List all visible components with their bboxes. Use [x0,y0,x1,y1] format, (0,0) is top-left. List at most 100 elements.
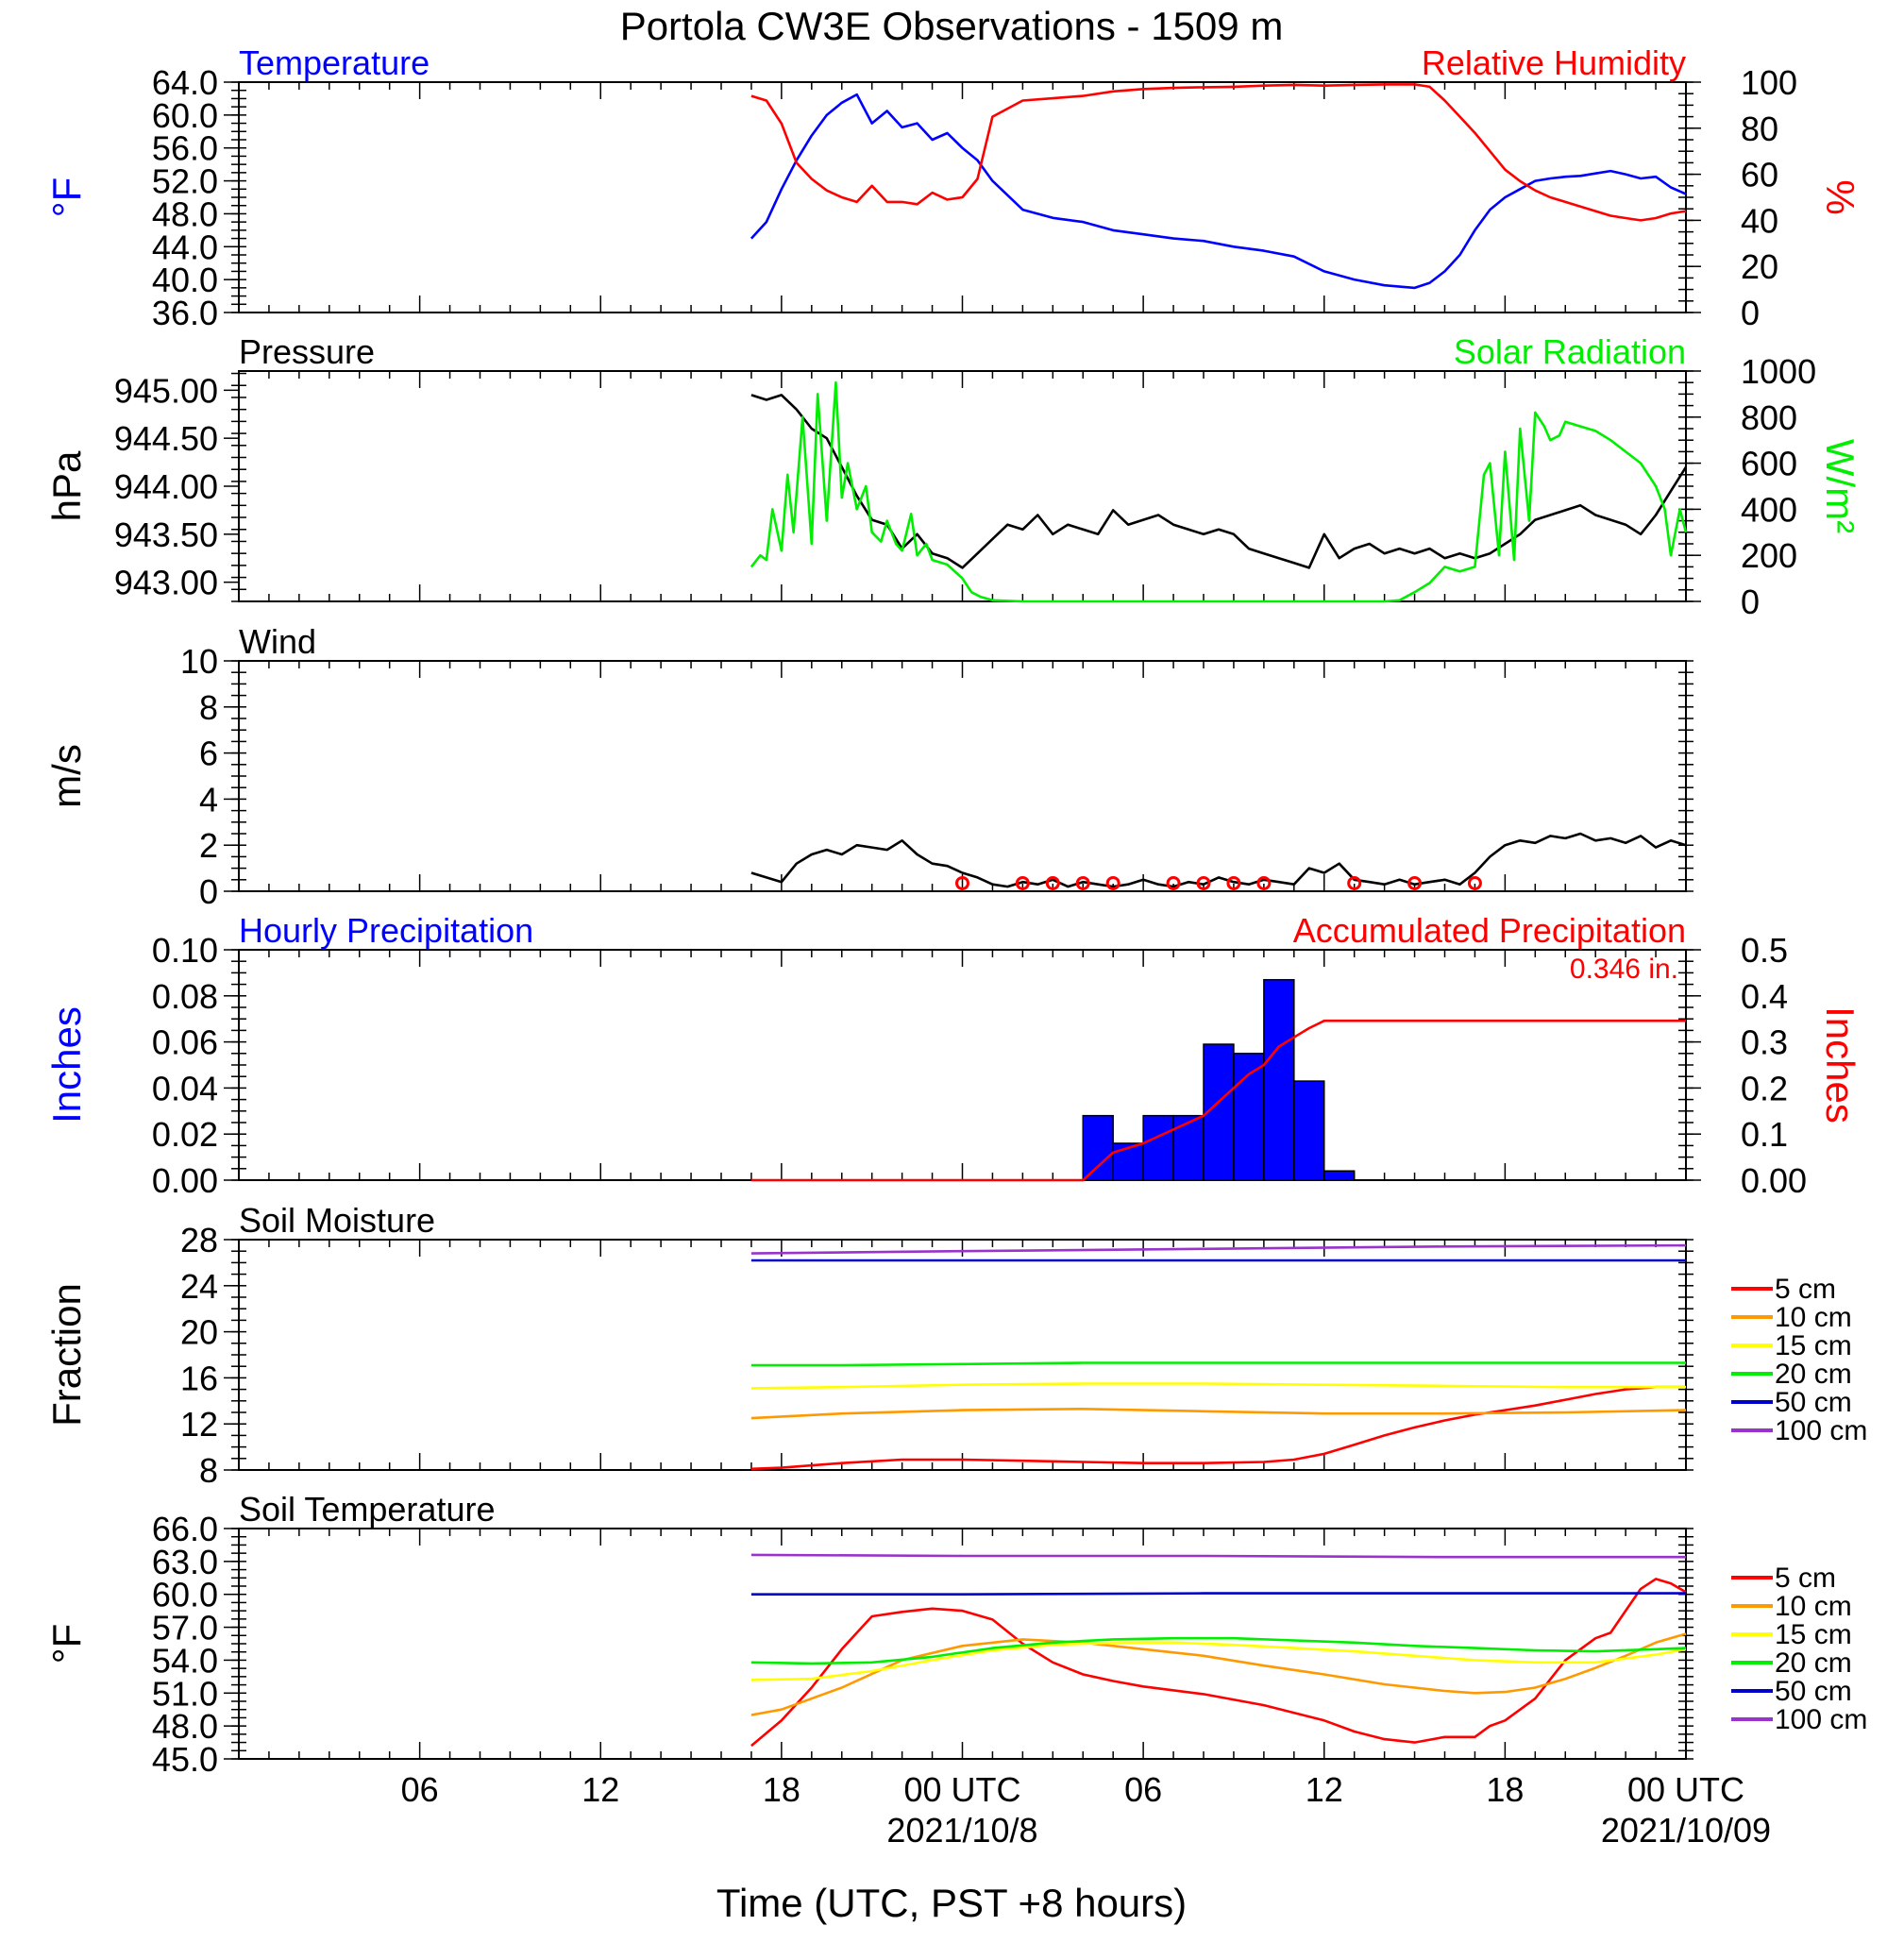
panel-right-label: Accumulated Precipitation [1293,911,1686,950]
y-tick-label: 0.02 [152,1115,218,1154]
y-tick-label: 48.0 [152,194,218,233]
y-tick-label: 60.0 [152,96,218,135]
y-tick-label: 48.0 [152,1707,218,1746]
series-line-15-cm [750,1382,1686,1390]
series-line-10-cm [750,1632,1687,1716]
x-tick-date-label: 2021/10/8 [886,1811,1037,1850]
series-line-5-cm [750,1385,1686,1471]
panel-frame [238,1239,1687,1471]
panel-temperature-rh: 36.040.044.048.052.056.060.064.0 0 20 40 60 8… [44,43,1862,332]
x-tick-label: 18 [1486,1770,1524,1809]
panel-frame [238,949,1687,1181]
panel-precipitation: 0.00 0.02 0.04 0.06 0.08 0.10 0.00 0.1 0.2 0.3 0.4… [44,911,1862,1200]
x-tick-label: 06 [1124,1770,1162,1809]
y-right-tick-label: 0 [1741,583,1760,621]
legend-label: 15 cm [1775,1330,1852,1361]
y-right-axis-unit: % [1818,179,1862,214]
y-right-tick-label: 60 [1741,156,1778,194]
y-tick-label: 0.10 [152,931,218,970]
y-right-axis-unit: Inches [1818,1006,1862,1124]
precip-bar [1323,1170,1356,1181]
series-line-5-cm [750,1578,1687,1748]
precip-bar [1082,1114,1114,1181]
panel-right-label: Relative Humidity [1422,43,1686,82]
y-right-tick-label: 1000 [1741,352,1816,391]
series-line-50-cm [750,1592,1686,1596]
y-tick-label: 63.0 [152,1543,218,1581]
y-tick-label: 0 [199,872,218,911]
legend-label: 20 cm [1775,1359,1852,1390]
y-tick-label: 2 [199,826,218,865]
calm-wind-marker [1347,875,1362,890]
calm-wind-marker [1467,875,1482,890]
calm-wind-marker [1407,875,1423,890]
x-tick-label: 00 UTC [1627,1770,1744,1809]
y-right-tick-label: 0.1 [1741,1115,1788,1154]
y-tick-label: 16 [180,1359,218,1397]
legend-label: 50 cm [1775,1676,1852,1707]
x-tick-label: 12 [1306,1770,1343,1809]
y-tick-label: 943.00 [114,564,218,602]
y-tick-label: 40.0 [152,261,218,299]
panel-left-label: Temperature [239,43,430,82]
series-line-10-cm [750,1408,1687,1420]
calm-wind-marker [1226,875,1241,890]
y-tick-label: 28 [180,1221,218,1259]
series-line-15-cm [750,1641,1687,1681]
y-tick-label: 20 [180,1313,218,1352]
y-tick-label: 60.0 [152,1576,218,1614]
precip-bar [1142,1114,1174,1181]
y-tick-label: 66.0 [152,1510,218,1548]
y-right-tick-label: 40 [1741,201,1778,240]
precip-bar [1293,1080,1325,1181]
precip-bar [1172,1114,1205,1181]
y-right-tick-label: 600 [1741,445,1797,483]
series-line-100-cm [750,1243,1687,1255]
y-right-tick-label: 0 [1741,294,1760,332]
y-axis-unit: hPa [44,450,89,521]
series-line-relative-humidity [750,83,1687,222]
legend-label: 15 cm [1775,1619,1852,1650]
x-tick-label: 06 [401,1770,439,1809]
calm-wind-marker [1105,875,1120,890]
panel-frame [238,1528,1687,1760]
legend-label: 10 cm [1775,1591,1852,1622]
y-right-tick-label: 0.4 [1741,977,1788,1016]
panel-left-label: Pressure [239,332,375,371]
y-tick-label: 0.06 [152,1023,218,1062]
y-axis-unit: Inches [44,1006,89,1124]
panel-left-label: Soil Moisture [239,1201,435,1240]
y-axis-unit: °F [44,177,89,217]
y-tick-label: 0.08 [152,977,218,1016]
y-tick-label: 944.00 [114,467,218,506]
legend-label: 100 cm [1775,1704,1867,1735]
calm-wind-marker [1015,875,1030,890]
y-tick-label: 52.0 [152,162,218,201]
panel-frame [238,660,1687,892]
y-tick-label: 56.0 [152,129,218,168]
y-tick-label: 24 [180,1267,218,1306]
y-right-tick-label: 80 [1741,110,1778,148]
y-tick-label: 4 [199,780,218,819]
y-tick-label: 36.0 [152,294,218,332]
y-tick-label: 51.0 [152,1674,218,1713]
y-tick-label: 945.00 [114,371,218,410]
chart-title: Portola CW3E Observations - 1509 m [620,4,1284,48]
x-tick-date-label: 2021/10/09 [1601,1811,1771,1850]
y-tick-label: 8 [199,688,218,727]
x-axis-label: Time (UTC, PST +8 hours) [716,1881,1187,1925]
y-tick-label: 44.0 [152,228,218,266]
panel-left-label: Soil Temperature [239,1490,495,1529]
panel-wind: 0 2 4 6 8 10 Wind m/s [44,622,1693,911]
legend-label: 100 cm [1775,1415,1867,1446]
y-right-tick-label: 0.00 [1741,1161,1807,1200]
series-line-20-cm [750,1361,1686,1367]
y-tick-label: 10 [180,642,218,681]
series-line-100-cm [750,1553,1686,1559]
calm-wind-marker [1045,875,1060,890]
total-precip-label: 0.346 in. [1570,954,1678,985]
legend-label: 5 cm [1775,1274,1836,1305]
y-tick-label: 944.50 [114,419,218,458]
y-right-tick-label: 0.2 [1741,1069,1788,1107]
